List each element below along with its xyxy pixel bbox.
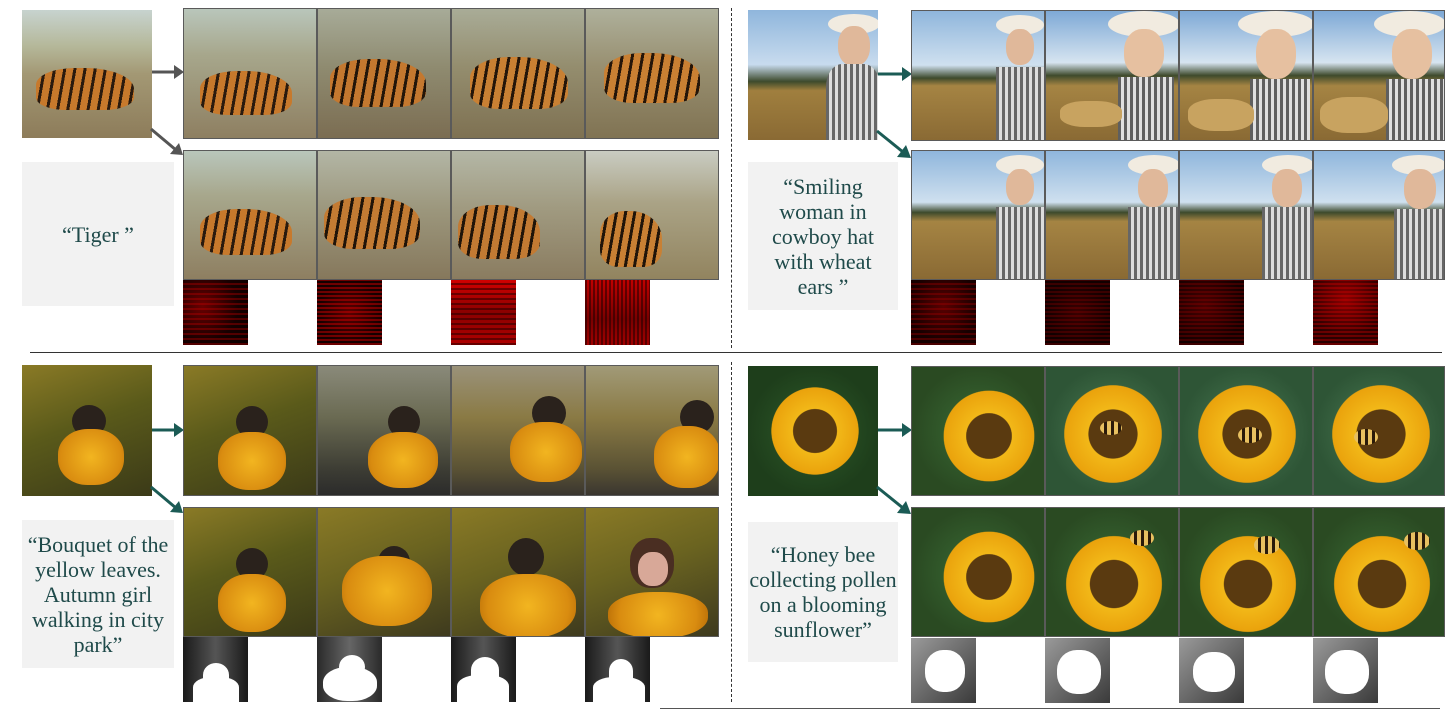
arrow-icon-diagonal xyxy=(150,485,183,513)
bee-mask-2 xyxy=(1045,638,1110,703)
tiger-attention-map-2 xyxy=(317,280,382,345)
leaves-row1-frame-3 xyxy=(451,365,585,496)
tiger-row1-frame-2 xyxy=(317,8,451,139)
bee-caption-line: collecting pollen xyxy=(749,567,897,592)
vertical-divider-bottom xyxy=(731,362,732,702)
bee-row1-frame-4 xyxy=(1313,366,1445,496)
leaves-caption-line: “Bouquet of the xyxy=(27,531,169,557)
woman-row2-frame-2 xyxy=(1045,150,1179,280)
woman-attention-map-1 xyxy=(911,280,976,345)
bee-mask-3 xyxy=(1179,638,1244,703)
woman-caption-line: with wheat xyxy=(774,248,872,274)
tiger-caption-text: “Tiger ” xyxy=(62,221,134,247)
woman-row1-frame-3 xyxy=(1179,10,1313,141)
leaves-caption-line: park” xyxy=(73,631,123,657)
leaves-row2-frame-2 xyxy=(317,507,451,637)
arrow-icon-top xyxy=(152,65,184,79)
woman-attention-map-2 xyxy=(1045,280,1110,345)
tiger-source-image xyxy=(22,10,152,138)
leaves-caption-line: yellow leaves. xyxy=(35,556,161,582)
bee-mask-1 xyxy=(911,638,976,703)
bee-row1-frame-3 xyxy=(1179,366,1313,496)
woman-caption: “Smiling woman in cowboy hat with wheat … xyxy=(748,162,898,310)
horizontal-divider xyxy=(30,352,1442,353)
bee-icon xyxy=(1354,429,1378,445)
tiger-row2-frame-2 xyxy=(317,150,451,280)
bee-caption-line: sunflower” xyxy=(774,617,872,642)
bee-row2-frame-4 xyxy=(1313,507,1445,637)
woman-caption-line: woman in xyxy=(779,198,867,224)
arrow-icon-top xyxy=(152,423,184,437)
leaves-mask-3 xyxy=(451,637,516,702)
tiger-row2-frame-1 xyxy=(183,150,317,280)
bee-row2-frame-1 xyxy=(911,507,1045,637)
arrow-icon-diagonal xyxy=(150,127,183,155)
arrow-icon-top xyxy=(878,67,912,81)
woman-caption-line: ears ” xyxy=(797,273,849,299)
leaves-mask-2 xyxy=(317,637,382,702)
bee-icon xyxy=(1238,427,1262,443)
bee-icon xyxy=(1254,536,1280,554)
bee-icon xyxy=(1100,421,1122,435)
leaves-caption-line: walking in city xyxy=(32,606,164,632)
tiger-row1-frame-1 xyxy=(183,8,317,139)
arrow-icon-top xyxy=(878,423,912,437)
bee-row2-frame-2 xyxy=(1045,507,1179,637)
leaves-mask-1 xyxy=(183,637,248,702)
leaves-caption-line: Autumn girl xyxy=(43,581,153,607)
tiger-figure xyxy=(36,68,134,110)
bee-icon xyxy=(1130,530,1154,546)
leaves-row1-frame-4 xyxy=(585,365,719,496)
bee-row1-frame-2 xyxy=(1045,366,1179,496)
woman-caption-line: “Smiling xyxy=(783,173,863,199)
woman-row2-frame-4 xyxy=(1313,150,1445,280)
bee-mask-4 xyxy=(1313,638,1378,703)
tiger-attention-map-3 xyxy=(451,280,516,345)
tiger-attention-map-4 xyxy=(585,280,650,345)
tiger-attention-map-1 xyxy=(183,280,248,345)
bee-icon xyxy=(1404,532,1430,550)
bee-source-image xyxy=(748,366,878,496)
tiger-row1-frame-4 xyxy=(585,8,719,139)
leaves-source-image xyxy=(22,365,152,496)
woman-row1-frame-1 xyxy=(911,10,1045,141)
woman-row2-frame-1 xyxy=(911,150,1045,280)
vertical-divider xyxy=(731,8,732,348)
bee-row1-frame-1 xyxy=(911,366,1045,496)
leaves-caption: “Bouquet of the yellow leaves. Autumn gi… xyxy=(22,520,174,668)
bee-row2-frame-3 xyxy=(1179,507,1313,637)
tiger-caption: “Tiger ” xyxy=(22,162,174,306)
leaves-mask-4 xyxy=(585,637,650,702)
leaves-row2-frame-4 xyxy=(585,507,719,637)
woman-attention-map-4 xyxy=(1313,280,1378,345)
woman-row1-frame-2 xyxy=(1045,10,1179,141)
woman-row1-frame-4 xyxy=(1313,10,1445,141)
leaves-row2-frame-1 xyxy=(183,507,317,637)
woman-source-image xyxy=(748,10,878,140)
tiger-row1-frame-3 xyxy=(451,8,585,139)
bottom-divider xyxy=(660,708,1440,709)
bee-caption-line: “Honey bee xyxy=(770,542,876,567)
tiger-row2-frame-3 xyxy=(451,150,585,280)
woman-attention-map-3 xyxy=(1179,280,1244,345)
leaves-row2-frame-3 xyxy=(451,507,585,637)
tiger-row2-frame-4 xyxy=(585,150,719,280)
bee-caption-line: on a blooming xyxy=(759,592,887,617)
arrow-icon-diagonal xyxy=(876,485,911,514)
leaves-row1-frame-2 xyxy=(317,365,451,496)
woman-row2-frame-3 xyxy=(1179,150,1313,280)
bee-caption: “Honey bee collecting pollen on a bloomi… xyxy=(748,522,898,662)
woman-caption-line: cowboy hat xyxy=(771,223,875,249)
leaves-row1-frame-1 xyxy=(183,365,317,496)
arrow-icon-diagonal xyxy=(876,129,911,158)
